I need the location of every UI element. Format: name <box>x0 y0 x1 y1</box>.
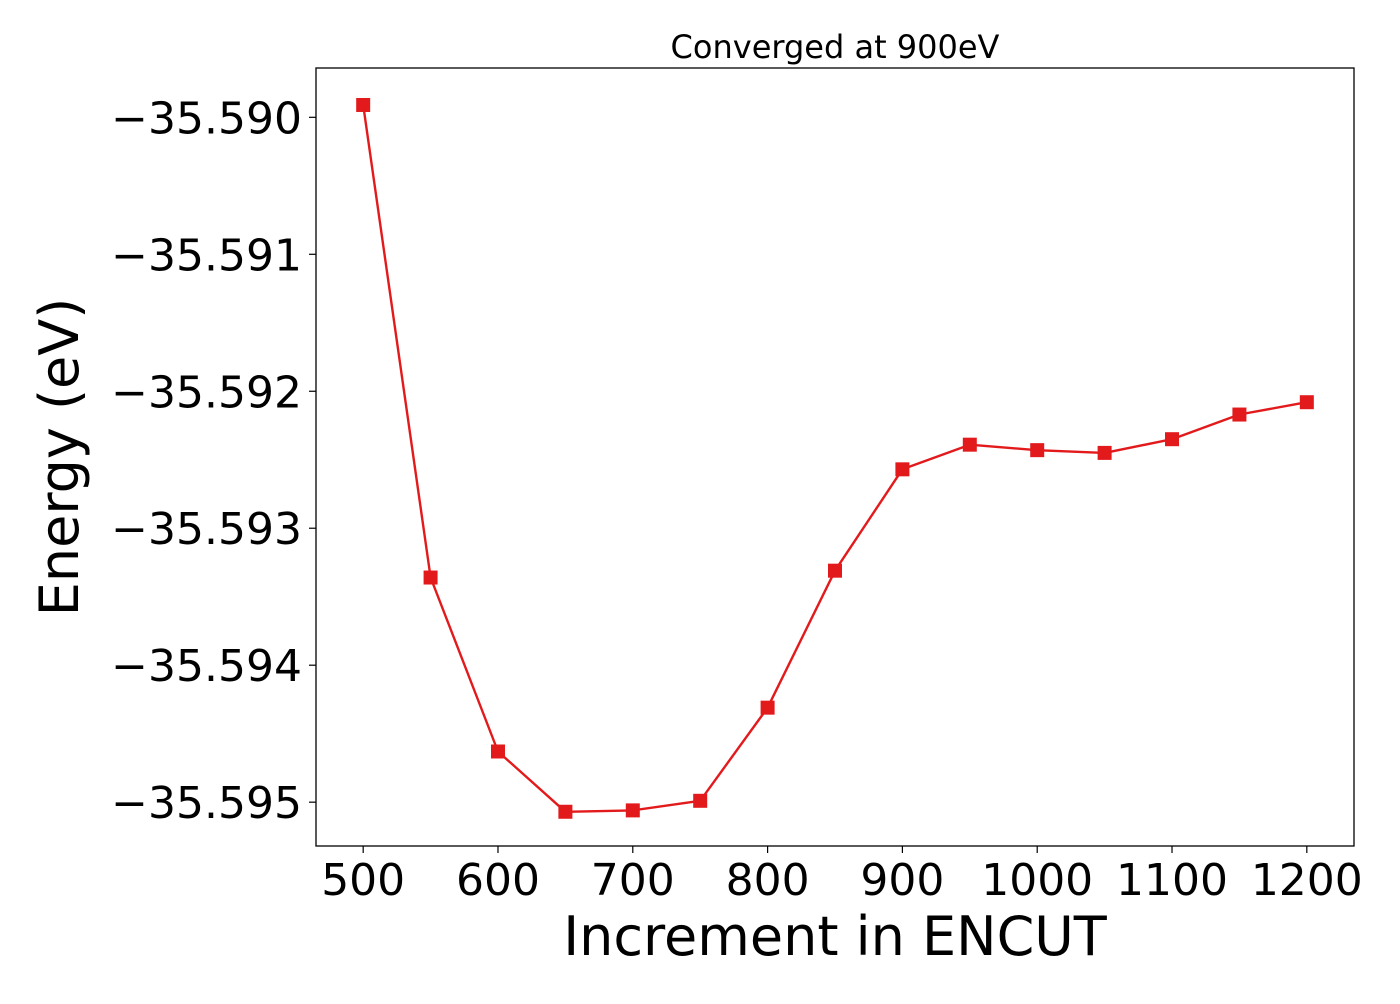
x-tick-label: 900 <box>860 855 944 906</box>
data-point <box>1165 432 1180 447</box>
x-tick-label: 700 <box>591 855 675 906</box>
data-point <box>423 570 438 585</box>
data-point <box>490 744 505 759</box>
series-layer <box>356 97 1314 819</box>
x-axis-title: Increment in ENCUT <box>563 905 1108 968</box>
x-tick-label: 500 <box>321 855 405 906</box>
x-tick-label: 1000 <box>981 855 1093 906</box>
data-point <box>1030 443 1045 458</box>
data-point <box>1232 407 1247 422</box>
chart-title: Converged at 900eV <box>671 28 1000 66</box>
tick-layer: 500 600 700 800 900 1000 1100 1200 −35.590 −35.59… <box>111 93 1363 906</box>
x-tick-label: 600 <box>456 855 540 906</box>
data-point <box>895 462 910 477</box>
data-point <box>1097 445 1112 460</box>
y-tick-label: −35.595 <box>111 778 302 829</box>
data-point <box>625 803 640 818</box>
y-tick-label: −35.594 <box>111 641 302 692</box>
x-tick-label: 800 <box>726 855 810 906</box>
data-point <box>356 97 371 112</box>
y-tick-label: −35.592 <box>111 367 302 418</box>
data-point <box>962 437 977 452</box>
data-point <box>1299 395 1314 410</box>
data-point <box>828 563 842 578</box>
y-axis-title: Energy (eV) <box>28 298 91 617</box>
y-tick-label: −35.593 <box>111 504 302 555</box>
plot-frame <box>315 67 1355 847</box>
data-point <box>693 793 708 808</box>
series-line <box>362 104 1308 813</box>
y-tick-label: −35.590 <box>111 93 302 144</box>
data-point <box>760 700 775 715</box>
x-tick-label: 1200 <box>1251 855 1363 906</box>
data-point <box>558 804 573 819</box>
y-tick-label: −35.591 <box>111 230 302 281</box>
x-tick-label: 1100 <box>1116 855 1228 906</box>
